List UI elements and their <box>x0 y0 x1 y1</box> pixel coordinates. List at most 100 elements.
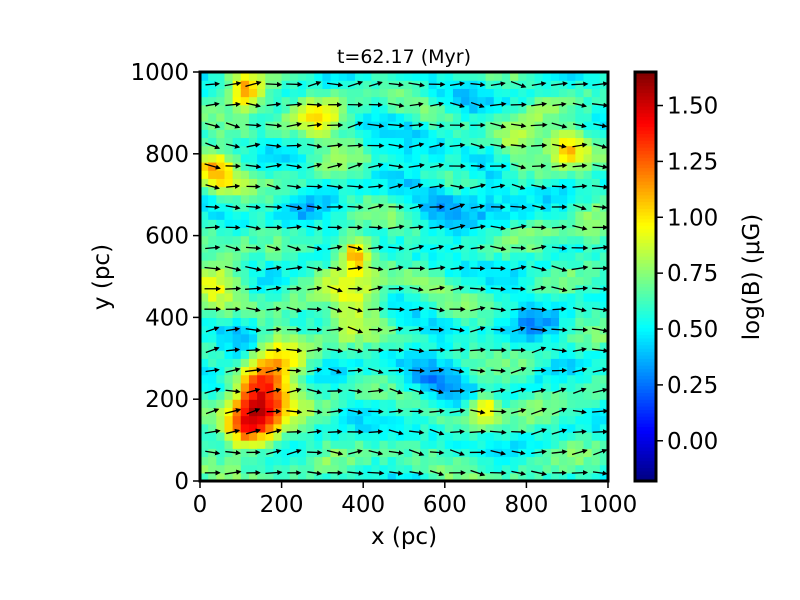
heatmap-cell <box>501 276 511 286</box>
heatmap-cell <box>248 333 258 343</box>
heatmap-cell <box>559 374 568 384</box>
heatmap-cell <box>444 211 454 220</box>
heatmap-cell <box>493 268 503 278</box>
field-vector-arrow <box>307 367 323 373</box>
heatmap-cell <box>550 153 560 163</box>
field-vector-arrow <box>571 265 589 271</box>
heatmap-cell <box>338 448 348 458</box>
heatmap-cell <box>395 292 405 302</box>
field-vector-arrow <box>409 203 424 210</box>
heatmap-cell <box>412 317 421 327</box>
heatmap-cell <box>518 129 527 139</box>
heatmap-cell <box>363 464 372 474</box>
heatmap-cell <box>599 268 608 278</box>
heatmap-cell <box>501 292 511 302</box>
heatmap-cell <box>526 350 536 359</box>
field-vector-arrow <box>511 326 526 333</box>
heatmap-cell <box>550 284 560 294</box>
heatmap-cell <box>297 366 307 376</box>
heatmap-cell <box>526 129 536 139</box>
heatmap-cell <box>387 309 397 318</box>
heatmap-cell <box>591 260 601 269</box>
heatmap-cell <box>510 301 519 310</box>
heatmap-cell <box>567 235 576 245</box>
heatmap-cell <box>314 292 323 302</box>
field-vector-arrow <box>389 326 404 332</box>
heatmap-cell <box>281 145 291 155</box>
heatmap-cell <box>289 399 299 408</box>
heatmap-cell <box>248 472 258 481</box>
heatmap-cell <box>379 170 389 179</box>
field-vector-arrow <box>389 408 404 414</box>
heatmap-cell <box>224 145 234 155</box>
heatmap-cell <box>469 276 479 286</box>
heatmap-cell <box>444 227 454 237</box>
heatmap-cell <box>297 317 307 327</box>
heatmap-cell <box>575 153 585 163</box>
heatmap-cell <box>452 235 462 245</box>
colorbar-strip <box>635 467 656 472</box>
heatmap-cell <box>257 407 266 417</box>
heatmap-cell <box>338 219 348 229</box>
heatmap-cell <box>216 178 226 188</box>
heatmap-cell <box>444 374 454 384</box>
heatmap-cell <box>330 104 340 114</box>
heatmap-cell <box>379 211 389 220</box>
heatmap-cell <box>371 350 381 359</box>
heatmap-cell <box>200 374 209 384</box>
heatmap-cell <box>273 178 283 188</box>
heatmap-cell <box>322 431 332 441</box>
heatmap-cell <box>240 325 250 335</box>
heatmap-cell <box>257 399 266 408</box>
heatmap-cell <box>428 456 438 466</box>
heatmap-cell <box>216 440 226 449</box>
heatmap-cell <box>575 431 585 441</box>
field-vector-arrow <box>285 204 303 211</box>
heatmap-cell <box>281 317 291 327</box>
heatmap-cell <box>485 350 495 359</box>
heatmap-cell <box>363 448 372 458</box>
heatmap-cell <box>559 72 568 81</box>
heatmap-cell <box>461 276 470 286</box>
heatmap-cell <box>436 399 446 408</box>
heatmap-cell <box>510 194 519 204</box>
heatmap-cell <box>436 350 446 359</box>
heatmap-cell <box>412 137 421 147</box>
heatmap-cell <box>428 211 438 220</box>
heatmap-cell <box>289 276 299 286</box>
heatmap-cell <box>346 80 356 89</box>
heatmap-cell <box>395 399 405 408</box>
heatmap-cell <box>338 292 348 302</box>
heatmap-cell <box>314 341 323 351</box>
field-vector-arrow <box>368 429 384 435</box>
field-vector-arrow <box>326 408 344 414</box>
heatmap-cell <box>355 456 364 466</box>
heatmap-cell <box>542 161 552 171</box>
heatmap-cell <box>444 431 454 441</box>
field-vector-arrow <box>286 101 303 108</box>
field-vector-arrow <box>429 122 445 129</box>
colorbar-tick-label: 0.50 <box>667 317 718 343</box>
heatmap-cell <box>412 415 421 425</box>
heatmap-cell <box>583 211 593 220</box>
heatmap-cell <box>224 137 234 147</box>
heatmap-cell <box>485 431 495 441</box>
heatmap-cell <box>510 358 519 368</box>
heatmap-cell <box>436 464 446 474</box>
heatmap-cell <box>216 448 226 458</box>
heatmap-cell <box>322 72 332 81</box>
heatmap-cell <box>485 276 495 286</box>
field-vector-arrow <box>510 224 527 230</box>
field-vector-arrow <box>266 183 281 190</box>
heatmap-cell <box>599 194 608 204</box>
field-vector-arrow <box>450 265 465 271</box>
heatmap-cell <box>469 104 479 114</box>
heatmap-cell <box>265 456 275 466</box>
heatmap-cell <box>265 333 275 343</box>
heatmap-cell <box>216 121 226 130</box>
heatmap-cell <box>428 317 438 327</box>
heatmap-cell <box>461 178 470 188</box>
heatmap-cell <box>387 137 397 147</box>
heatmap-cell <box>395 358 405 368</box>
heatmap-cell <box>518 366 527 376</box>
